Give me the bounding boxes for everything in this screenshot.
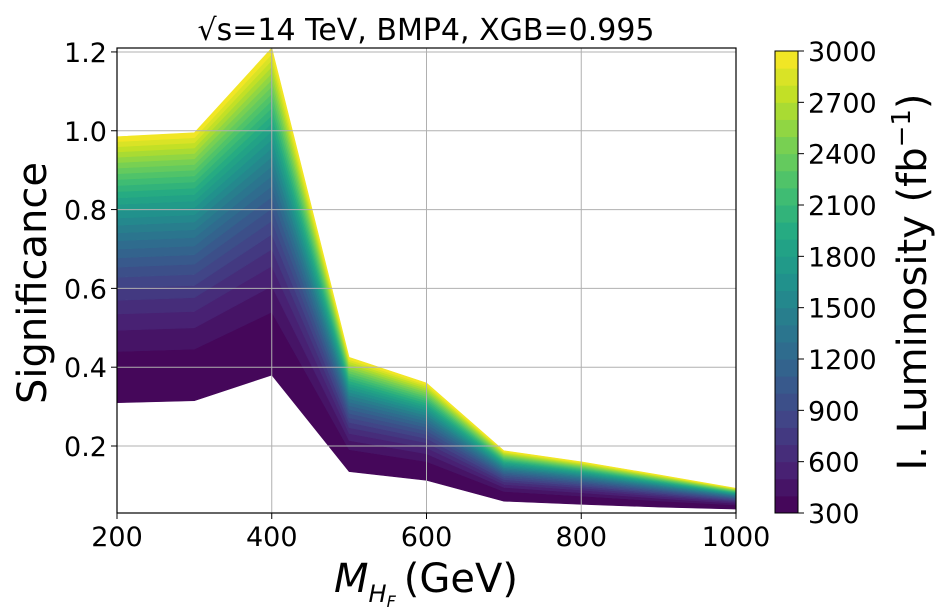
colorbar-band — [775, 51, 798, 69]
colorbar-frame — [774, 50, 799, 514]
title-sqrt-s: √s — [198, 13, 233, 48]
y-tick-label: 1.2 — [64, 38, 107, 69]
colorbar-band — [775, 205, 798, 223]
colorbar-band — [775, 85, 798, 103]
x-label-symbol: M — [334, 556, 369, 602]
colorbar-band — [775, 222, 798, 240]
y-axis-ticks: 0.2 0.4 0.6 0.8 1.0 1.2 — [64, 38, 117, 463]
x-tick-label: 400 — [246, 522, 298, 553]
colorbar-tick-label: 2700 — [808, 88, 877, 119]
colorbar-band — [775, 273, 798, 292]
colorbar-tick-label: 600 — [808, 448, 860, 479]
colorbar-band — [775, 256, 798, 274]
colorbar-tick-label: 2400 — [808, 140, 877, 171]
colorbar-ticks: 300 600 900 1200 1500 1800 2100 2400 2700 3000 — [798, 37, 877, 530]
colorbar-band — [775, 153, 798, 172]
x-label-sub: H — [369, 580, 387, 608]
y-axis-label: Significance — [10, 162, 56, 404]
y-tick-label: 0.2 — [64, 432, 107, 463]
colorbar-band — [775, 102, 798, 120]
colorbar-label-main: I. Luminosity (fb — [890, 147, 936, 470]
y-tick-label: 1.0 — [64, 117, 107, 148]
colorbar — [775, 51, 798, 514]
colorbar-label-close: ) — [890, 93, 936, 109]
x-axis-ticks: 200 400 600 800 1000 — [91, 513, 770, 553]
colorbar-band — [775, 307, 798, 326]
colorbar-band — [775, 119, 798, 138]
colorbar-band — [775, 68, 798, 86]
colorbar-tick-label: 2100 — [808, 191, 877, 222]
y-tick-label: 0.6 — [64, 274, 107, 305]
colorbar-band — [775, 444, 798, 463]
colorbar-band — [775, 324, 798, 343]
colorbar-band — [775, 170, 798, 189]
colorbar-band — [775, 461, 798, 480]
colorbar-band — [775, 136, 798, 155]
colorbar-tick-label: 1800 — [808, 242, 877, 273]
colorbar-band — [775, 341, 798, 360]
colorbar-band — [775, 187, 798, 206]
colorbar-band — [775, 393, 798, 411]
y-tick-label: 0.4 — [64, 353, 107, 384]
colorbar-label: I. Luminosity (fb−1) — [887, 93, 936, 470]
x-tick-label: 1000 — [702, 522, 771, 553]
y-tick-label: 0.8 — [64, 196, 107, 227]
colorbar-band — [775, 239, 798, 257]
colorbar-label-sup: −1 — [887, 109, 917, 147]
title-rest: =14 TeV, BMP4, XGB=0.995 — [232, 13, 654, 48]
colorbar-band — [775, 290, 798, 309]
colorbar-tick-label: 3000 — [808, 37, 877, 68]
x-tick-label: 600 — [401, 522, 453, 553]
chart-title: √s=14 TeV, BMP4, XGB=0.995 — [198, 13, 655, 48]
x-label-subsub: F — [387, 592, 397, 611]
colorbar-band — [775, 359, 798, 377]
colorbar-band — [775, 427, 798, 446]
colorbar-tick-label: 300 — [808, 499, 860, 530]
colorbar-band — [775, 495, 798, 514]
colorbar-tick-label: 1500 — [808, 294, 877, 325]
colorbar-tick-label: 1200 — [808, 345, 877, 376]
colorbar-band — [775, 376, 798, 394]
colorbar-tick-label: 900 — [808, 396, 860, 427]
x-axis-label: MHF (GeV) — [334, 556, 518, 611]
colorbar-band — [775, 478, 798, 497]
x-tick-label: 200 — [91, 522, 143, 553]
colorbar-band — [775, 410, 798, 428]
x-label-unit: (GeV) — [404, 556, 518, 602]
x-tick-label: 800 — [555, 522, 607, 553]
